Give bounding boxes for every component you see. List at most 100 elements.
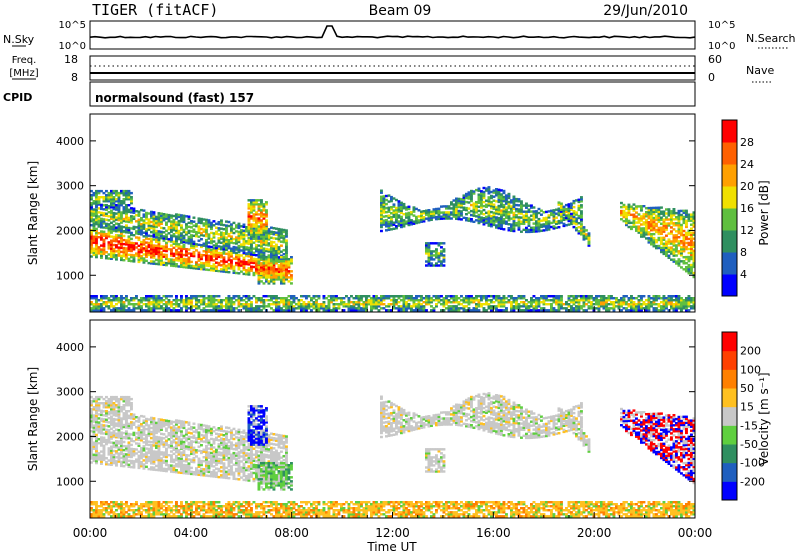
power-cell [208, 261, 211, 263]
power-cell [148, 222, 151, 224]
power-cell [630, 214, 633, 216]
power-cell [678, 210, 681, 212]
power-cell [515, 208, 518, 210]
power-cell [218, 221, 221, 223]
power-cell [508, 201, 511, 203]
power-cell [250, 243, 253, 245]
power-cell [235, 236, 238, 238]
power-cell [465, 207, 468, 209]
power-cell [130, 192, 133, 194]
power-cell [625, 206, 628, 208]
power-cell [285, 252, 288, 254]
beam-title: Beam 09 [369, 3, 432, 19]
power-cell [508, 205, 511, 207]
power-cell [135, 214, 138, 216]
power-cell [145, 246, 148, 248]
power-cell [603, 295, 606, 297]
power-cell [190, 295, 193, 297]
power-cell [583, 295, 586, 297]
power-cell [245, 234, 248, 236]
power-cell [255, 297, 258, 299]
velocity-cell [153, 444, 156, 446]
power-cell [655, 303, 658, 305]
power-cell [163, 235, 166, 237]
power-cell [263, 256, 266, 258]
power-cell [490, 215, 493, 217]
power-cell [130, 217, 133, 219]
power-cell [385, 225, 388, 227]
power-cell [178, 220, 181, 222]
power-cell [225, 265, 228, 267]
power-cell [275, 244, 278, 246]
power-cell [223, 309, 226, 311]
power-cell [253, 223, 256, 225]
power-cell [388, 305, 391, 307]
power-cell [118, 194, 121, 196]
power-cell [213, 244, 216, 246]
power-cell [113, 244, 116, 246]
power-cell [360, 295, 363, 297]
power-cell [283, 256, 286, 258]
power-cell [228, 221, 231, 223]
power-cell [183, 215, 186, 217]
power-cell [533, 295, 536, 297]
power-cell [150, 225, 153, 227]
power-cell [200, 218, 203, 220]
power-cell [383, 307, 386, 309]
power-cell [575, 217, 578, 219]
velocity-cell [123, 455, 126, 457]
power-cell [123, 243, 126, 245]
power-cell [513, 198, 516, 200]
power-cell [468, 295, 471, 297]
power-cell [188, 248, 191, 250]
power-cell [658, 245, 661, 247]
power-cell [350, 301, 353, 303]
power-cell [468, 207, 471, 209]
power-cell [268, 299, 271, 301]
power-cell [473, 202, 476, 204]
velocity-cell [135, 452, 138, 454]
power-cell [530, 297, 533, 299]
power-cell [528, 217, 531, 219]
power-cell [435, 208, 438, 210]
power-cell [335, 303, 338, 305]
power-cell [210, 265, 213, 267]
power-cell [290, 262, 293, 264]
power-cell [603, 305, 606, 307]
power-cell [568, 305, 571, 307]
power-cell [258, 272, 261, 274]
power-cell [553, 221, 556, 223]
power-cell [625, 307, 628, 309]
power-cell [455, 206, 458, 208]
power-cell [270, 264, 273, 266]
power-cell [690, 297, 693, 299]
power-cell [648, 237, 651, 239]
power-cell [178, 243, 181, 245]
power-cell [645, 211, 648, 213]
power-cell [105, 251, 108, 253]
power-cell [578, 295, 581, 297]
power-cell [193, 235, 196, 237]
power-cell [103, 218, 106, 220]
power-cell [525, 299, 528, 301]
power-cell [165, 295, 168, 297]
power-cell [548, 309, 551, 311]
power-cell [278, 276, 281, 278]
power-cell [215, 227, 218, 229]
power-cell [655, 225, 658, 227]
power-cell [100, 204, 103, 206]
power-cell [120, 211, 123, 213]
freq-panel: Freq. [MHz] 18 8 60 0 Nave [9, 53, 774, 84]
power-cell [225, 305, 228, 307]
nsky-label: N.Sky [3, 33, 35, 46]
power-cell [263, 276, 266, 278]
power-cell [105, 194, 108, 196]
power-cell [590, 305, 593, 307]
velocity-cell [130, 438, 133, 440]
power-cell [515, 222, 518, 224]
power-cell [123, 212, 126, 214]
power-cell [665, 208, 668, 210]
power-cell [545, 303, 548, 305]
power-cell [253, 307, 256, 309]
power-cell [558, 208, 561, 210]
